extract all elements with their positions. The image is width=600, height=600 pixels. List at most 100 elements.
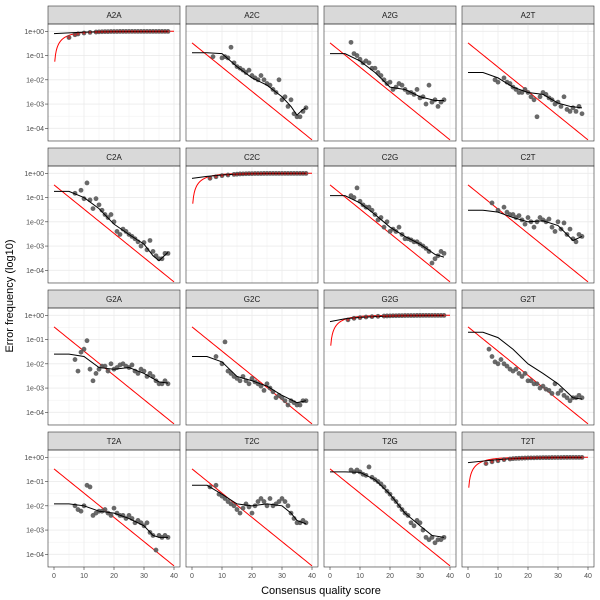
expected-overlay-point: [574, 456, 578, 459]
data-point: [267, 82, 273, 88]
data-point: [261, 388, 267, 393]
data-point: [567, 398, 573, 404]
data-point: [213, 482, 219, 488]
data-point: [213, 354, 219, 359]
expected-overlay-point: [121, 30, 125, 33]
panel-content: [53, 326, 175, 425]
panel-content: [467, 326, 589, 425]
data-point: [534, 114, 540, 120]
expected-overlay-point: [97, 30, 101, 34]
data-point: [552, 229, 558, 234]
x-tick-label: 20: [248, 573, 256, 580]
panel-g2g: G2G: [323, 289, 457, 426]
strip-label: G2C: [244, 295, 261, 304]
panel-content: [467, 42, 589, 141]
panel-g2c: G2C: [185, 289, 319, 426]
expected-overlay-point: [67, 36, 71, 39]
expected-overlay-point: [517, 456, 521, 460]
data-point: [279, 395, 285, 401]
expected-overlay-point: [538, 456, 542, 460]
expected-overlay-point: [166, 30, 170, 33]
y-tick-label: 1e-01: [26, 337, 44, 344]
data-point: [303, 520, 309, 526]
expected-overlay-point: [157, 30, 161, 33]
x-tick-label: 30: [416, 573, 424, 580]
expected-overlay-point: [385, 314, 389, 318]
expected-overlay-point: [394, 314, 398, 318]
data-point: [495, 79, 501, 85]
panel-c2t: C2T: [461, 147, 595, 284]
x-tick-label: 10: [80, 573, 88, 580]
data-point: [534, 381, 540, 387]
expected-overlay-point: [241, 172, 245, 176]
strip-label: C2C: [244, 153, 260, 162]
panel-border: [461, 307, 595, 426]
expected-overlay-point: [232, 173, 236, 176]
expected-overlay-point: [100, 30, 104, 34]
expected-error-line: [329, 42, 451, 141]
data-point: [501, 204, 507, 210]
panel-a2g: A2G: [323, 5, 457, 142]
expected-overlay-point: [112, 30, 116, 33]
expected-overlay-point: [511, 457, 515, 460]
panel-content: [53, 29, 174, 62]
data-point: [147, 238, 153, 243]
expected-overlay-point: [226, 173, 230, 177]
fitted-error-line: [468, 209, 583, 242]
data-point: [228, 44, 234, 50]
panel-border: [461, 165, 595, 284]
data-point: [519, 374, 525, 379]
x-tick-label: 20: [524, 573, 532, 580]
expected-overlay-point: [427, 314, 431, 317]
y-tick-label: 1e-04: [26, 268, 44, 275]
expected-overlay-point: [256, 172, 260, 175]
expected-overlay-point: [535, 456, 539, 460]
data-point: [291, 516, 297, 521]
fitted-error-line: [330, 53, 444, 102]
data-point: [144, 247, 150, 253]
data-point: [426, 249, 432, 254]
data-point: [417, 520, 423, 526]
data-point: [90, 378, 96, 384]
expected-overlay-point: [244, 172, 248, 176]
expected-overlay-point: [301, 172, 305, 175]
data-point: [516, 213, 522, 219]
data-point: [72, 357, 78, 362]
panel-border: [47, 307, 181, 426]
data-point: [366, 60, 372, 66]
grid: [48, 450, 180, 567]
data-point: [537, 94, 543, 100]
expected-overlay-point: [115, 30, 119, 33]
grid: [324, 308, 456, 425]
y-tick-label: 1e-02: [26, 503, 44, 510]
data-point: [150, 249, 156, 254]
x-tick-label: 0: [328, 573, 332, 580]
data-point: [285, 503, 291, 509]
data-point: [279, 496, 285, 501]
data-point: [573, 239, 579, 245]
x-tick-label: 10: [218, 573, 226, 580]
expected-overlay-point: [553, 456, 557, 459]
data-point: [348, 39, 354, 45]
expected-error-line: [191, 326, 313, 425]
grid: [48, 24, 180, 141]
expected-error-line: [467, 184, 589, 283]
data-point: [351, 195, 357, 200]
data-point: [246, 381, 252, 387]
expected-overlay-point: [298, 172, 302, 175]
panel-t2t: T2T 0 10 20 30 40: [461, 431, 595, 580]
data-point: [225, 55, 231, 61]
data-point: [381, 77, 387, 83]
grid: [186, 166, 318, 283]
expected-overlay-point: [370, 315, 374, 318]
strip-label: T2C: [244, 437, 259, 446]
data-point: [528, 94, 534, 100]
expected-overlay-point: [103, 30, 107, 33]
data-point: [144, 520, 150, 526]
grid: [462, 24, 594, 141]
data-point: [549, 391, 555, 396]
data-point: [261, 77, 267, 83]
data-point: [297, 402, 303, 408]
data-point: [78, 349, 84, 355]
